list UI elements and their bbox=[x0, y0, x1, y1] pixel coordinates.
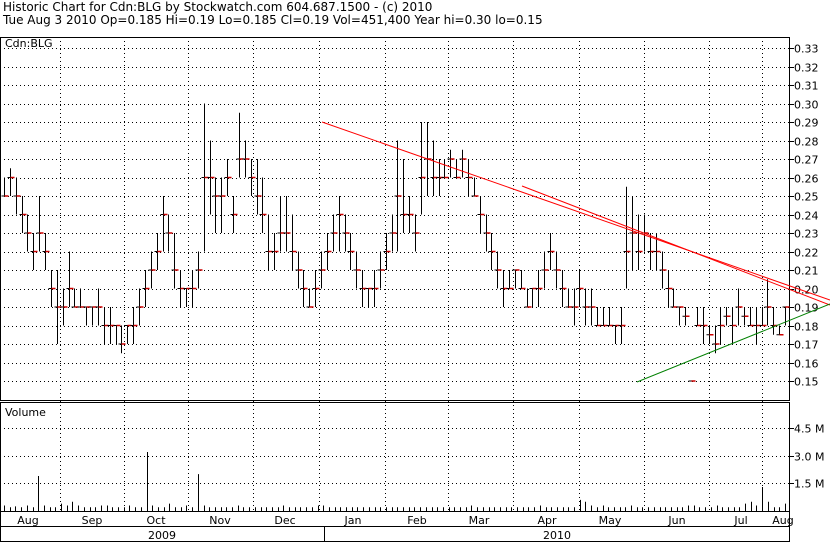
price-panel-frame bbox=[0, 37, 790, 401]
chart-header-line2: Tue Aug 3 2010 Op=0.185 Hi=0.19 Lo=0.185… bbox=[3, 13, 543, 27]
price-ytick-label: 0.25 bbox=[794, 191, 819, 204]
year-axis-frame bbox=[0, 526, 790, 542]
month-label: Apr bbox=[537, 514, 557, 527]
price-ytick-label: 0.19 bbox=[794, 302, 819, 315]
month-label: Nov bbox=[209, 514, 231, 527]
price-ytick-label: 0.32 bbox=[794, 62, 819, 75]
price-ytick-label: 0.24 bbox=[794, 210, 819, 223]
uptrend-line bbox=[636, 303, 830, 383]
month-label: Oct bbox=[146, 514, 166, 527]
volume-panel-title: Volume bbox=[5, 406, 46, 419]
price-panel-title: Cdn:BLG bbox=[5, 37, 53, 50]
year-label: 2010 bbox=[543, 529, 571, 542]
month-label: Jul bbox=[733, 514, 747, 527]
volume-ytick-label: 3.0 M bbox=[794, 451, 824, 464]
price-ytick-label: 0.15 bbox=[794, 376, 819, 389]
price-ytick-label: 0.29 bbox=[794, 117, 819, 130]
month-label: Jun bbox=[667, 514, 685, 527]
price-ytick-label: 0.21 bbox=[794, 265, 819, 278]
price-ytick-label: 0.17 bbox=[794, 339, 819, 352]
month-label: Dec bbox=[274, 514, 295, 527]
month-label: Aug bbox=[772, 514, 793, 527]
price-ytick-label: 0.30 bbox=[794, 99, 819, 112]
price-ytick-label: 0.31 bbox=[794, 80, 819, 93]
year-label: 2009 bbox=[148, 529, 176, 542]
chart-header-line1: Historic Chart for Cdn:BLG by Stockwatch… bbox=[3, 0, 433, 14]
month-label: Mar bbox=[469, 514, 490, 527]
downtrend-line-upper bbox=[321, 121, 830, 301]
downtrend-line-lower bbox=[521, 185, 830, 306]
volume-ytick-label: 4.5 M bbox=[794, 423, 824, 436]
volume-panel-frame bbox=[0, 402, 790, 512]
price-ytick-label: 0.26 bbox=[794, 173, 819, 186]
month-label: Jan bbox=[344, 514, 362, 527]
price-ytick-label: 0.18 bbox=[794, 321, 819, 334]
price-ytick-label: 0.16 bbox=[794, 358, 819, 371]
volume-ytick-label: 1.5 M bbox=[794, 478, 824, 491]
month-label: Sep bbox=[82, 514, 103, 527]
price-ytick-label: 0.27 bbox=[794, 154, 819, 167]
price-ytick-label: 0.23 bbox=[794, 228, 819, 241]
month-label: May bbox=[599, 514, 622, 527]
price-ytick-label: 0.33 bbox=[794, 43, 819, 56]
month-label: Feb bbox=[407, 514, 426, 527]
price-ytick-label: 0.22 bbox=[794, 247, 819, 260]
price-ytick-label: 0.28 bbox=[794, 136, 819, 149]
month-label: Aug bbox=[17, 514, 38, 527]
